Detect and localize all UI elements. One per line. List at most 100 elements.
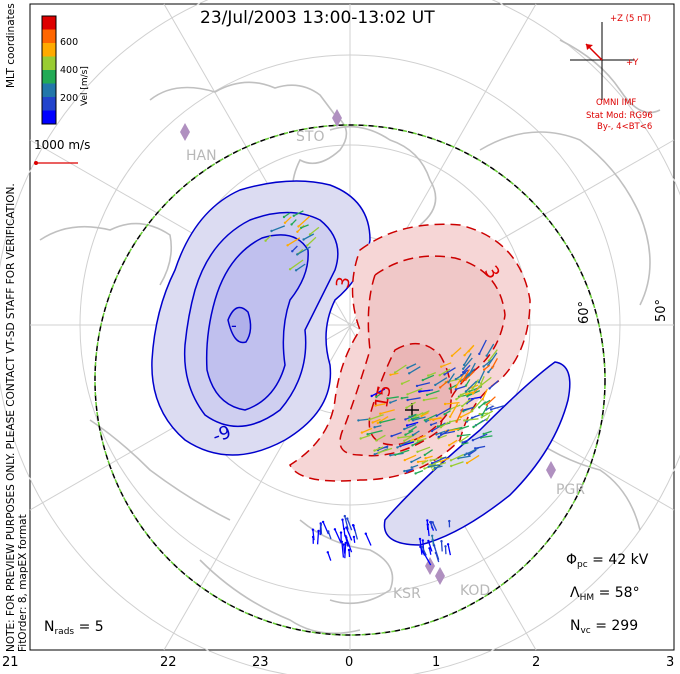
velocity-vector-origin bbox=[311, 528, 315, 531]
station-label-kod: KOD bbox=[460, 583, 491, 599]
velocity-vector bbox=[471, 399, 483, 412]
velocity-vector-origin bbox=[433, 466, 436, 470]
velocity-vector-origin bbox=[423, 419, 427, 422]
velocity-vector bbox=[375, 403, 386, 407]
velocity-vector bbox=[271, 225, 286, 232]
velocity-vector bbox=[358, 418, 369, 422]
velocity-vector bbox=[455, 374, 464, 388]
velocity-vector-origin bbox=[319, 523, 323, 527]
velocity-vector-origin bbox=[478, 385, 481, 388]
velocity-vector bbox=[427, 524, 430, 537]
velocity-vector-origin bbox=[379, 421, 382, 424]
velocity-vector bbox=[444, 367, 456, 375]
velocity-vector bbox=[461, 398, 472, 407]
station-marker-pgr bbox=[546, 461, 556, 479]
velocity-vector-origin bbox=[431, 521, 434, 524]
mlt-tick-23: 23 bbox=[252, 655, 269, 670]
velocity-vector-origin bbox=[443, 413, 446, 416]
velocity-vector bbox=[380, 409, 395, 415]
velocity-vector bbox=[378, 447, 393, 454]
velocity-vector bbox=[303, 233, 315, 241]
velocity-vector-origin bbox=[431, 534, 434, 537]
velocity-vector bbox=[421, 546, 427, 556]
velocity-vector-origin bbox=[403, 469, 406, 473]
velocity-vector-origin bbox=[459, 440, 462, 443]
velocity-vector bbox=[478, 339, 487, 355]
velocity-vector bbox=[458, 455, 471, 459]
velocity-vector-origin bbox=[427, 539, 430, 543]
velocity-vector bbox=[489, 380, 499, 389]
coast-alaska bbox=[299, 519, 394, 605]
velocity-vector bbox=[483, 430, 492, 435]
velocity-vector-origin bbox=[373, 426, 376, 429]
velocity-vector bbox=[426, 390, 440, 396]
velocity-vector-origin bbox=[410, 460, 413, 464]
velocity-vector-origin bbox=[470, 410, 473, 413]
velocity-vector-origin bbox=[416, 460, 420, 464]
velocity-colorbar bbox=[41, 15, 57, 125]
velocity-vector-origin bbox=[426, 519, 429, 522]
velocity-vector bbox=[479, 376, 492, 388]
velocity-vector-origin bbox=[408, 415, 411, 418]
velocity-vector bbox=[449, 403, 459, 418]
velocity-vector-origin bbox=[393, 371, 397, 374]
velocity-vector bbox=[462, 364, 471, 373]
velocity-vector-origin bbox=[421, 545, 424, 549]
velocity-vector bbox=[434, 377, 448, 386]
station-label-ksr: KSR bbox=[393, 586, 421, 602]
velocity-vector-origin bbox=[443, 373, 446, 376]
colorbar-segment bbox=[42, 83, 56, 98]
velocity-vector-origin bbox=[465, 461, 469, 465]
imf-model: Stat Mod: RG96 bbox=[586, 111, 653, 121]
neg-contour-core bbox=[227, 306, 252, 344]
velocity-vector bbox=[411, 456, 422, 463]
coast-russia bbox=[559, 39, 661, 114]
velocity-vector-origin bbox=[420, 414, 423, 418]
velocity-vector bbox=[472, 433, 488, 441]
velocity-vector-origin bbox=[429, 423, 433, 426]
velocity-vector bbox=[408, 414, 419, 422]
velocity-vector bbox=[407, 387, 423, 395]
velocity-vector-origin bbox=[439, 386, 442, 389]
velocity-vector bbox=[430, 458, 439, 462]
velocity-vector-origin bbox=[482, 432, 485, 436]
velocity-vector bbox=[490, 405, 505, 411]
velocity-vector-origin bbox=[283, 221, 287, 224]
velocity-vector-origin bbox=[448, 420, 452, 423]
velocity-vector-origin bbox=[430, 429, 434, 433]
velocity-vector-origin bbox=[389, 373, 392, 376]
lat-label-50: 50° bbox=[654, 298, 669, 322]
velocity-vector bbox=[365, 533, 372, 546]
velocity-vector bbox=[424, 449, 433, 456]
velocity-vector-origin bbox=[282, 215, 286, 219]
velocity-vector bbox=[391, 431, 402, 437]
velocity-vector-origin bbox=[294, 269, 298, 272]
velocity-vector-origin bbox=[264, 239, 267, 242]
velocity-vector bbox=[390, 372, 399, 376]
velocity-vector bbox=[461, 369, 470, 382]
velocity-vector-origin bbox=[421, 462, 424, 465]
velocity-vector-origin bbox=[333, 528, 337, 531]
velocity-vector-origin bbox=[352, 535, 356, 539]
velocity-vector-origin bbox=[321, 520, 325, 524]
velocity-vector-origin bbox=[411, 419, 415, 422]
velocity-vector-origin bbox=[463, 419, 466, 422]
velocity-vector-origin bbox=[454, 377, 458, 381]
mlt-grid bbox=[29, 3, 675, 651]
velocity-vector bbox=[438, 434, 447, 439]
velocity-vector bbox=[464, 447, 479, 456]
velocity-vector bbox=[424, 414, 438, 421]
map-title: 23/Jul/2003 13:00-13:02 UT bbox=[200, 8, 435, 28]
velocity-vector-origin bbox=[408, 372, 411, 375]
velocity-vector-origin bbox=[446, 543, 450, 546]
velocity-vector bbox=[481, 404, 489, 416]
mlt-tick-3: 3 bbox=[666, 655, 675, 670]
velocity-vector bbox=[450, 453, 464, 461]
velocity-vector-origin bbox=[368, 418, 371, 421]
plot-frame bbox=[29, 3, 675, 651]
velocity-vector-origin bbox=[448, 444, 451, 447]
mlt-tick-2: 2 bbox=[532, 655, 541, 670]
velocity-vector bbox=[480, 435, 493, 439]
velocity-vector-origin bbox=[346, 517, 349, 520]
